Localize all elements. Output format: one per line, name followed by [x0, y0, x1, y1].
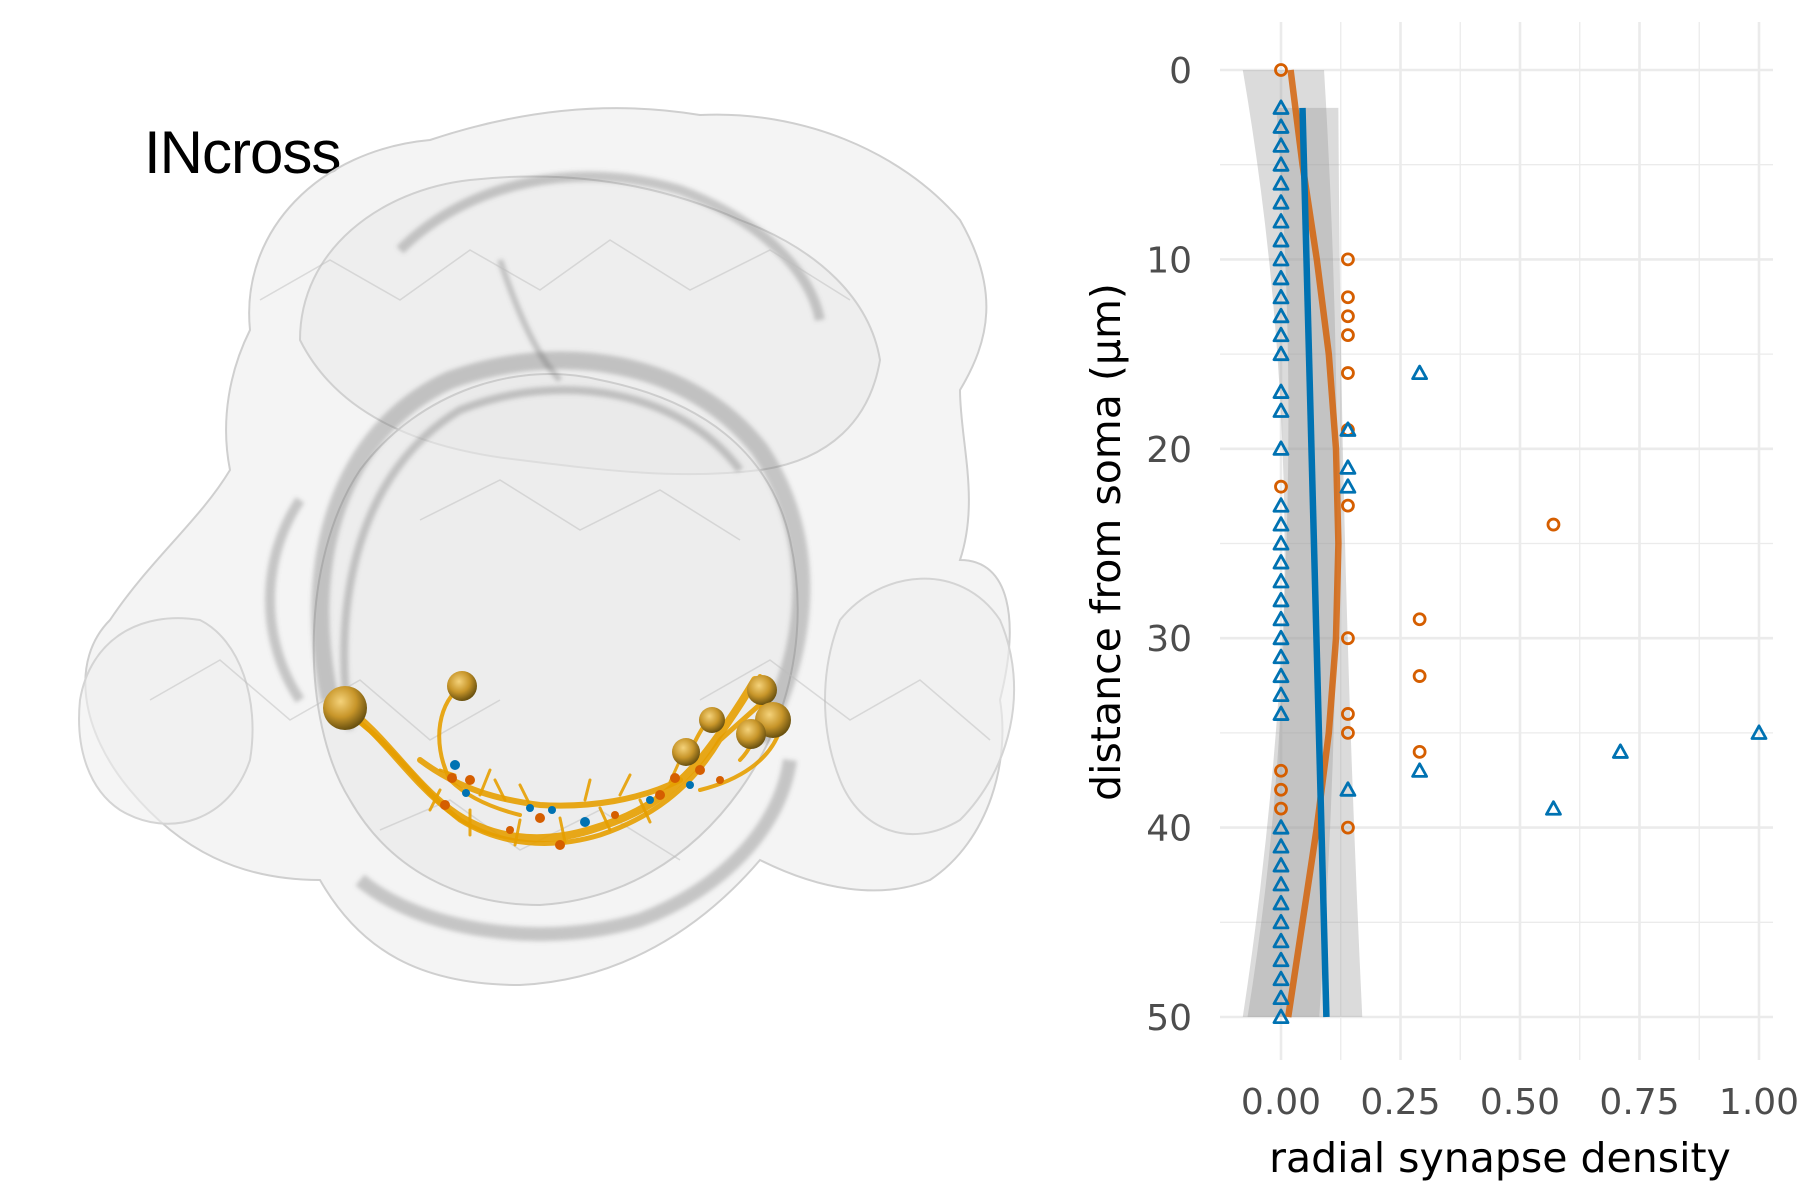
point-triangle: [1339, 478, 1357, 494]
point-triangle: [1272, 1008, 1290, 1024]
brain-mesh: [78, 107, 1016, 987]
point-triangle: [1272, 629, 1290, 646]
point-triangle: [1272, 857, 1290, 873]
point-triangle: [1339, 781, 1357, 797]
point-triangle: [1272, 648, 1290, 665]
point-triangle: [1272, 307, 1290, 324]
y-tick-label: 50: [1146, 998, 1192, 1039]
point-circle: [1341, 820, 1355, 835]
point-triangle: [1272, 838, 1290, 854]
point-triangle: [1272, 705, 1290, 721]
point-triangle: [1272, 913, 1290, 930]
point-triangle: [1272, 288, 1290, 305]
point-triangle: [1411, 762, 1429, 778]
point-circle: [1341, 366, 1355, 380]
ribbon-series-1: [1242, 107, 1363, 1017]
point-circle: [1341, 726, 1355, 740]
point-triangle: [1272, 591, 1290, 608]
point-triangle: [1272, 213, 1290, 229]
point-triangle: [1339, 421, 1357, 437]
point-triangle: [1411, 364, 1429, 381]
point-triangle: [1272, 175, 1290, 191]
y-axis-title: distance from soma (µm): [1082, 283, 1130, 801]
point-triangle: [1272, 345, 1290, 362]
x-tick-label: 0.50: [1480, 1082, 1560, 1123]
point-triangle: [1272, 440, 1290, 456]
grid: [1220, 22, 1773, 1060]
x-tick-label: 1.00: [1719, 1082, 1799, 1123]
point-triangle: [1272, 516, 1290, 532]
point-triangle: [1272, 819, 1290, 835]
x-tick-label: 0.75: [1599, 1082, 1679, 1123]
point-triangle: [1272, 686, 1290, 703]
point-triangle: [1272, 118, 1290, 134]
point-triangle: [1339, 459, 1357, 475]
point-circle: [1274, 63, 1288, 77]
point-triangle: [1272, 667, 1290, 684]
point-triangle: [1272, 497, 1290, 513]
y-tick-label: 0: [1169, 51, 1192, 92]
point-triangle: [1272, 99, 1290, 115]
point-triangle: [1272, 250, 1290, 267]
point-triangle: [1272, 535, 1290, 551]
confidence-ribbons: [1242, 70, 1363, 1017]
y-tick-label: 40: [1146, 809, 1192, 850]
tick-labels: 0.00 0.25 0.50 0.75 1.00 0 10 20 30 40 50: [1146, 51, 1799, 1123]
point-circle: [1341, 328, 1355, 343]
point-circle: [1412, 744, 1427, 759]
somata: [323, 671, 791, 766]
x-tick-label: 0.00: [1241, 1082, 1321, 1123]
point-triangle: [1272, 269, 1290, 286]
point-triangle: [1272, 876, 1290, 892]
point-triangle: [1272, 989, 1290, 1006]
point-circle: [1546, 517, 1561, 532]
point-triangle: [1272, 932, 1290, 949]
point-triangle: [1272, 156, 1290, 172]
synapse-dots: [440, 760, 724, 850]
fit-lines: [1284, 69, 1342, 1018]
point-circle: [1412, 669, 1427, 683]
point-triangle: [1272, 894, 1290, 911]
point-triangle: [1272, 610, 1290, 627]
fit-line-series-0: [1284, 69, 1342, 1018]
point-circle: [1341, 252, 1355, 267]
point-circle: [1274, 782, 1288, 797]
x-tick-label: 0.25: [1360, 1082, 1440, 1123]
point-triangle: [1272, 572, 1290, 589]
fit-line-series-1: [1299, 107, 1330, 1018]
point-circle: [1341, 422, 1355, 437]
point-triangle: [1272, 326, 1290, 343]
point-triangle: [1272, 402, 1290, 418]
data-points: [1272, 63, 1768, 1024]
point-triangle: [1272, 194, 1290, 210]
point-triangle: [1272, 951, 1290, 968]
neuron-render: [78, 107, 1016, 987]
point-circle: [1341, 631, 1355, 646]
point-triangle: [1272, 970, 1290, 987]
point-circle: [1274, 801, 1288, 816]
x-axis-title: radial synapse density: [1269, 1134, 1731, 1182]
point-circle: [1341, 290, 1355, 305]
point-triangle: [1272, 554, 1290, 570]
point-triangle: [1272, 383, 1290, 399]
point-triangle: [1272, 137, 1290, 153]
panel-title: INcross: [144, 119, 341, 186]
y-tick-label: 20: [1146, 430, 1192, 471]
point-circle: [1341, 309, 1355, 324]
point-triangle: [1750, 724, 1768, 740]
point-circle: [1412, 612, 1427, 627]
point-circle: [1274, 479, 1288, 494]
y-tick-label: 10: [1146, 240, 1192, 281]
point-circle: [1274, 763, 1288, 778]
point-circle: [1341, 707, 1355, 721]
point-triangle: [1611, 743, 1629, 759]
point-triangle: [1545, 800, 1562, 816]
point-triangle: [1272, 232, 1290, 248]
y-tick-label: 30: [1146, 619, 1192, 660]
ribbon-series-0: [1242, 70, 1338, 1017]
point-circle: [1341, 498, 1355, 513]
